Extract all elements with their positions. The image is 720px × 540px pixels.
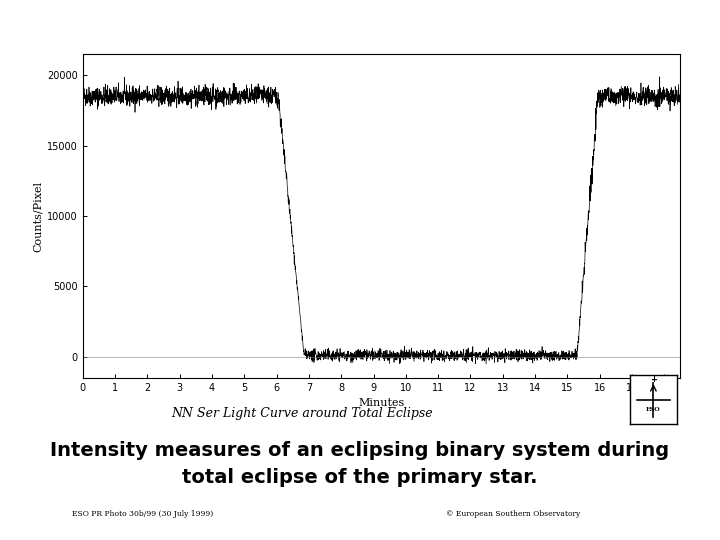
Text: total eclipse of the primary star.: total eclipse of the primary star. (182, 468, 538, 488)
Text: +: + (650, 375, 657, 384)
X-axis label: Minutes: Minutes (359, 399, 405, 408)
Text: ESO: ESO (646, 407, 661, 412)
Text: NN Ser Light Curve around Total Eclipse: NN Ser Light Curve around Total Eclipse (171, 407, 433, 420)
Text: © European Southern Observatory: © European Southern Observatory (446, 510, 580, 518)
Text: Intensity measures of an eclipsing binary system during: Intensity measures of an eclipsing binar… (50, 441, 670, 461)
Text: ESO PR Photo 30b/99 (30 July 1999): ESO PR Photo 30b/99 (30 July 1999) (72, 510, 213, 518)
Y-axis label: Counts/Pixel: Counts/Pixel (33, 180, 43, 252)
